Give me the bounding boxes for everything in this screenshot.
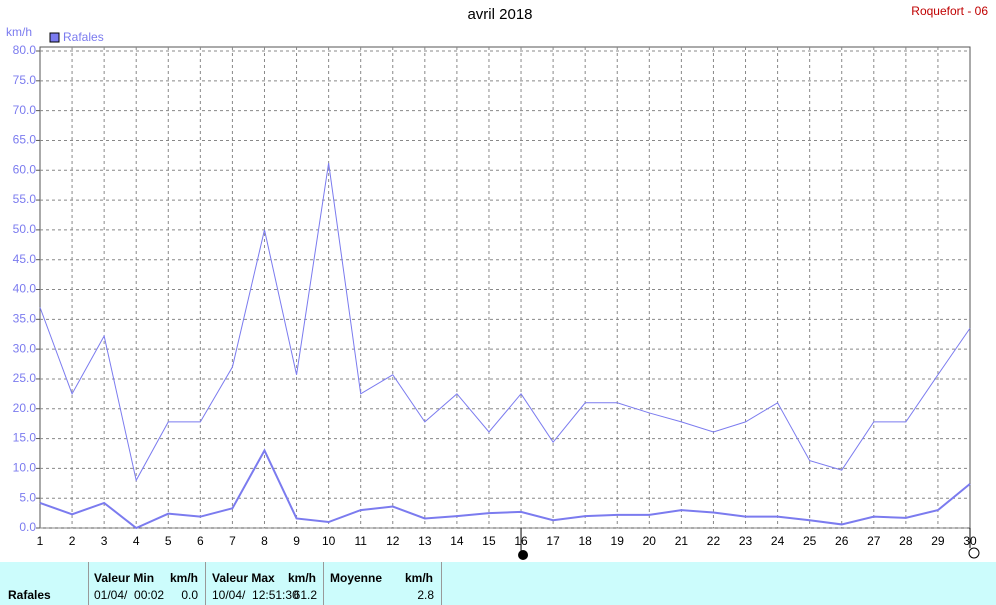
- y-tick-label: 80.0: [13, 43, 37, 57]
- x-tick-label: 28: [899, 534, 913, 548]
- x-tick-label: 14: [450, 534, 464, 548]
- header-cell: km/h: [405, 571, 434, 585]
- x-tick-label: 4: [133, 534, 140, 548]
- chart-title: avril 2018: [467, 6, 532, 23]
- cell-border: [441, 562, 442, 605]
- cell-border: [88, 562, 89, 605]
- y-tick-label: 70.0: [13, 103, 37, 117]
- y-tick-label: 55.0: [13, 192, 37, 206]
- header-cell: km/h: [170, 571, 199, 585]
- cell: 2.8: [417, 588, 434, 602]
- y-tick-label: 40.0: [13, 282, 37, 296]
- marker-empty: [968, 547, 980, 559]
- x-tick-label: 8: [261, 534, 268, 548]
- cell-border: [205, 562, 206, 605]
- y-tick-label: 35.0: [13, 311, 37, 325]
- x-tick-label: 23: [739, 534, 753, 548]
- x-tick-label: 27: [867, 534, 881, 548]
- x-tick-label: 18: [578, 534, 592, 548]
- x-tick-label: 13: [418, 534, 432, 548]
- x-tick-label: 24: [771, 534, 785, 548]
- y-axis-label: km/h: [6, 25, 32, 39]
- y-tick-label: 30.0: [13, 341, 37, 355]
- header-cell: Valeur Min: [94, 571, 155, 585]
- y-tick-label: 15.0: [13, 431, 37, 445]
- x-tick-label: 5: [165, 534, 172, 548]
- x-tick-label: 10: [322, 534, 336, 548]
- legend-swatch: [49, 32, 60, 43]
- y-tick-label: 5.0: [19, 490, 36, 504]
- x-tick-label: 12: [386, 534, 400, 548]
- x-tick-label: 25: [803, 534, 817, 548]
- cell: 0.0: [181, 588, 198, 602]
- x-tick-label: 15: [482, 534, 496, 548]
- y-tick-label: 60.0: [13, 162, 37, 176]
- station-label: Roquefort - 06: [911, 4, 988, 18]
- y-tick-label: 50.0: [13, 222, 37, 236]
- y-tick-label: 25.0: [13, 371, 37, 385]
- x-tick-label: 6: [197, 534, 204, 548]
- legend-label: Rafales: [63, 30, 104, 44]
- chart: avril 2018 Roquefort - 06 km/h 0.0 5.0 10.…: [6, 4, 988, 560]
- x-tick-label: 11: [354, 534, 367, 548]
- x-tick-label: 17: [546, 534, 560, 548]
- y-tick-label: 45.0: [13, 252, 37, 266]
- x-tick-label: 1: [37, 534, 44, 548]
- summary-table: Valeur Min km/h Valeur Max km/h Moyenne …: [0, 562, 996, 605]
- cell: 10/04/ 12:51:30: [212, 588, 299, 602]
- x-tick-label: 2: [69, 534, 76, 548]
- x-tick-label: 7: [229, 534, 236, 548]
- y-tick-label: 0.0: [19, 520, 36, 534]
- x-tick-label: 26: [835, 534, 849, 548]
- x-tick-label: 3: [101, 534, 108, 548]
- header-cell: km/h: [288, 571, 317, 585]
- marker-full: [518, 550, 529, 560]
- y-tick-label: 65.0: [13, 133, 37, 147]
- x-tick-label: 29: [931, 534, 945, 548]
- y-tick-label: 75.0: [13, 73, 37, 87]
- cell: 01/04/ 00:02: [94, 588, 165, 602]
- x-tick-label: 9: [293, 534, 300, 548]
- cell: 61.2: [293, 588, 317, 602]
- x-tick-label: 19: [611, 534, 625, 548]
- y-tick-label: 20.0: [13, 401, 37, 415]
- cell-border: [323, 562, 324, 605]
- header-cell: Valeur Max: [212, 571, 275, 585]
- x-tick-label: 21: [675, 534, 689, 548]
- x-tick-label: 20: [643, 534, 657, 548]
- plot-frame: [39, 46, 971, 529]
- row-label: Rafales: [8, 588, 51, 602]
- header-cell: Moyenne: [330, 571, 383, 585]
- line-series: [39, 163, 971, 482]
- line-series: [39, 448, 971, 530]
- x-tick-label: 22: [707, 534, 721, 548]
- y-tick-label: 10.0: [13, 461, 37, 475]
